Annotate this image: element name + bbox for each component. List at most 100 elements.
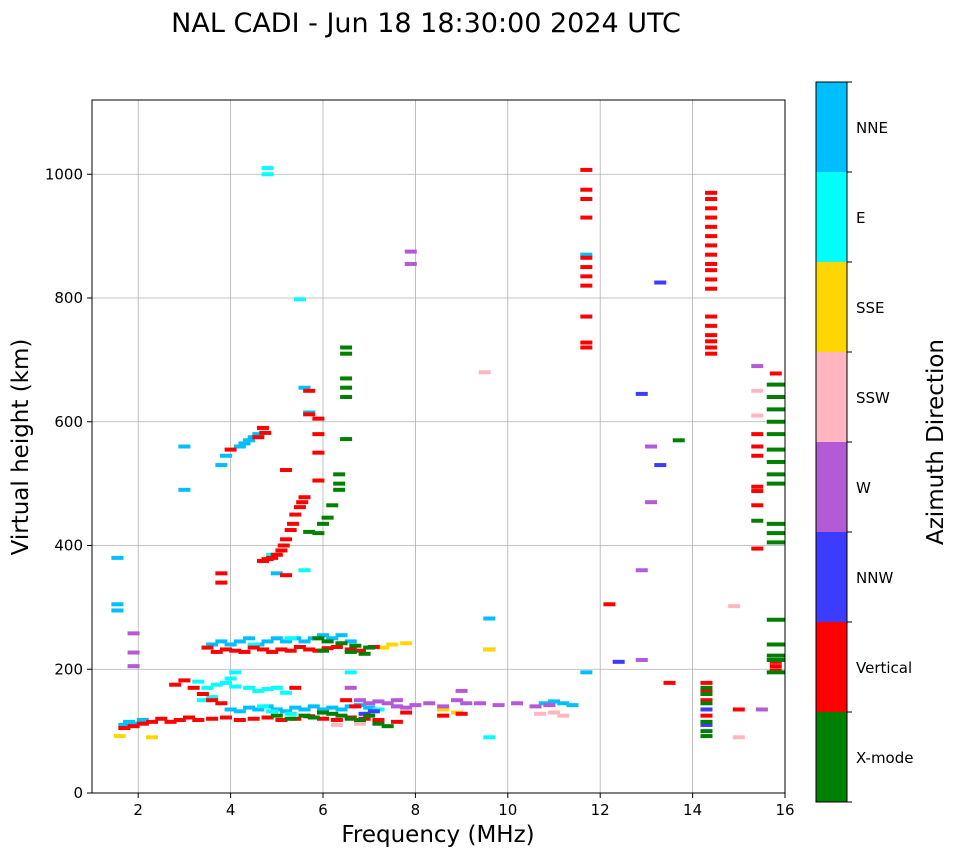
echo-point: [437, 704, 450, 709]
echo-point: [344, 647, 357, 652]
echo-point: [766, 540, 785, 545]
echo-point: [635, 391, 648, 396]
echo-point: [705, 286, 718, 291]
echo-point: [127, 721, 140, 726]
echo-point: [700, 713, 713, 718]
echo-point: [766, 531, 785, 536]
echo-point: [252, 435, 265, 440]
echo-point: [275, 548, 288, 553]
colorbar-label-vertical: Vertical: [856, 659, 912, 677]
x-tick-label: 12: [591, 801, 610, 819]
echo-point: [478, 370, 491, 375]
echo-point: [284, 636, 297, 641]
echo-point: [261, 687, 274, 692]
y-tick-label: 0: [73, 784, 83, 802]
echo-point: [705, 277, 718, 282]
echo-point: [766, 481, 785, 486]
echo-point: [224, 447, 237, 452]
echo-point: [312, 432, 325, 437]
echo-point: [672, 438, 685, 443]
echo-point: [196, 698, 209, 703]
echo-point: [483, 647, 496, 652]
colorbar-swatch-x-mode: [816, 712, 847, 802]
echo-point: [344, 670, 357, 675]
echo-point: [270, 552, 283, 557]
echo-point: [390, 719, 403, 724]
echo-point: [233, 639, 246, 644]
echo-point: [404, 261, 417, 266]
echo-point: [298, 639, 311, 644]
echo-point: [286, 521, 299, 526]
echo-point: [330, 717, 343, 722]
echo-point: [335, 641, 348, 646]
x-tick-label: 4: [226, 801, 236, 819]
echo-point: [298, 568, 311, 573]
echo-point: [766, 642, 785, 647]
echo-point: [270, 571, 283, 576]
echo-point: [340, 345, 353, 350]
echo-point: [330, 722, 343, 727]
echo-point: [400, 705, 413, 710]
echo-point: [700, 685, 713, 690]
echo-point: [766, 653, 785, 658]
echo-point: [645, 500, 658, 505]
echo-point: [700, 692, 713, 696]
echo-point: [700, 698, 713, 703]
echo-point: [127, 724, 140, 729]
echo-point: [178, 444, 191, 449]
echo-point: [705, 314, 718, 319]
echo-point: [238, 649, 251, 654]
echo-point: [307, 715, 320, 720]
echo-point: [333, 472, 346, 477]
echo-point: [400, 641, 413, 646]
echo-point: [321, 515, 334, 520]
echo-point: [460, 701, 473, 706]
echo-point: [705, 215, 718, 220]
echo-point: [769, 371, 782, 376]
echo-point: [483, 616, 496, 621]
colorbar-swatch-vertical: [816, 622, 847, 712]
echo-point: [219, 647, 232, 652]
colorbar-frame: [815, 81, 848, 803]
echo-point: [261, 715, 274, 720]
echo-point: [280, 690, 293, 695]
echo-point: [705, 190, 718, 195]
echo-point: [344, 639, 357, 644]
echo-point: [751, 388, 764, 393]
echo-point: [766, 395, 785, 399]
y-tick-label: 600: [54, 413, 83, 431]
echo-point: [252, 432, 265, 437]
echo-point: [280, 468, 293, 473]
echo-point: [243, 705, 256, 710]
echo-point: [543, 703, 556, 708]
echo-point: [340, 395, 353, 399]
echo-point: [293, 297, 306, 302]
echo-point: [580, 314, 593, 319]
echo-point: [261, 172, 274, 177]
echo-point: [256, 425, 269, 430]
echo-point: [326, 636, 339, 641]
echo-point: [705, 234, 718, 239]
echo-point: [266, 649, 279, 654]
echo-point: [312, 531, 325, 536]
echo-point: [381, 701, 394, 706]
y-axis-label: Virtual height (km): [8, 339, 34, 556]
echo-point: [437, 713, 450, 718]
echo-point: [534, 711, 547, 716]
echo-point: [732, 707, 745, 712]
echo-point: [700, 707, 713, 712]
echo-point: [275, 647, 288, 652]
colorbar-label-ssw: SSW: [856, 389, 890, 407]
echo-point: [111, 602, 124, 607]
echo-point: [233, 717, 246, 722]
x-axis-label: Frequency (MHz): [341, 822, 534, 848]
echo-point: [340, 351, 353, 356]
echo-point: [266, 709, 279, 714]
echo-point: [340, 698, 353, 703]
echo-point: [210, 649, 223, 654]
echo-point: [136, 717, 149, 722]
echo-point: [557, 701, 570, 706]
echo-point: [700, 734, 713, 739]
echo-point: [233, 444, 246, 449]
echo-point: [173, 717, 186, 722]
